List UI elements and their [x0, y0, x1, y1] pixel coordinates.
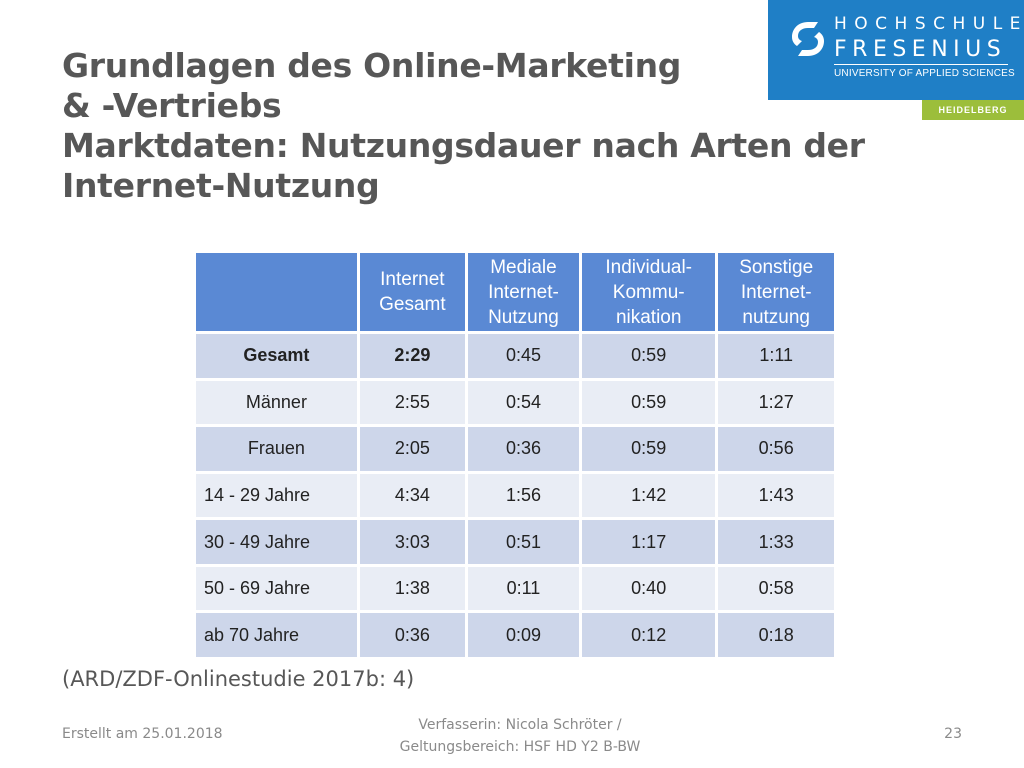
table-row: Frauen 2:05 0:36 0:59 0:56: [196, 427, 834, 471]
logo-hochschule: HOCHSCHULE: [834, 14, 1024, 34]
header-mediale-nutzung: Mediale Internet- Nutzung: [467, 253, 579, 331]
header-sonstige-nutzung: Sonstige Internet- nutzung: [718, 253, 834, 331]
title-line-1: Grundlagen des Online-Marketing: [62, 46, 682, 85]
footer-scope-line: Geltungsbereich: HSF HD Y2 B-BW: [399, 739, 641, 755]
header-text: nutzung: [742, 306, 810, 328]
header-text: Mediale: [490, 256, 557, 278]
row-label: Gesamt: [196, 334, 357, 378]
cell-value: 3:03: [359, 520, 465, 564]
cell-value: 0:59: [582, 334, 716, 378]
cell-value: 0:36: [359, 613, 465, 657]
cell-value: 2:29: [359, 334, 465, 378]
cell-value: 1:56: [467, 473, 579, 518]
cell-value: 1:27: [718, 380, 834, 425]
row-label: Frauen: [196, 427, 357, 471]
header-text: Sonstige: [739, 256, 814, 278]
cell-value: 0:56: [718, 427, 834, 471]
source-citation: (ARD/ZDF-Onlinestudie 2017b: 4): [62, 667, 415, 691]
cell-value: 0:18: [718, 613, 834, 657]
title-line-4: Internet-Nutzung: [62, 166, 380, 205]
header-internet-gesamt: Internet Gesamt: [359, 253, 465, 331]
cell-value: 1:42: [582, 473, 716, 518]
footer-author-line: Verfasserin: Nicola Schröter /: [418, 717, 622, 733]
row-label: 30 - 49 Jahre: [196, 520, 357, 564]
cell-value: 1:38: [359, 566, 465, 611]
row-label: 14 - 29 Jahre: [196, 473, 357, 518]
data-table: Internet Gesamt Mediale Internet- Nutzun…: [193, 250, 837, 660]
cell-value: 0:54: [467, 380, 579, 425]
footer-author: Verfasserin: Nicola Schröter / Geltungsb…: [300, 714, 740, 758]
cell-value: 0:40: [582, 566, 716, 611]
row-label: ab 70 Jahre: [196, 613, 357, 657]
table-header-row: Internet Gesamt Mediale Internet- Nutzun…: [196, 253, 834, 331]
cell-value: 1:43: [718, 473, 834, 518]
cell-value: 0:09: [467, 613, 579, 657]
table-row: 50 - 69 Jahre 1:38 0:11 0:40 0:58: [196, 566, 834, 611]
table-row: ab 70 Jahre 0:36 0:09 0:12 0:18: [196, 613, 834, 657]
header-individualkommunikation: Individual- Kommu- nikation: [582, 253, 716, 331]
cell-value: 0:59: [582, 380, 716, 425]
usage-table: Internet Gesamt Mediale Internet- Nutzun…: [193, 250, 837, 660]
cell-value: 1:11: [718, 334, 834, 378]
row-label: Männer: [196, 380, 357, 425]
header-corner: [196, 253, 357, 331]
header-text: Individual-: [605, 256, 692, 278]
page-number: 23: [944, 726, 962, 742]
cell-value: 0:59: [582, 427, 716, 471]
title-line-2: & -Vertriebs: [62, 86, 282, 125]
logo-fresenius: FRESENIUS: [834, 37, 1007, 62]
cell-value: 0:12: [582, 613, 716, 657]
table-row: 30 - 49 Jahre 3:03 0:51 1:17 1:33: [196, 520, 834, 564]
table-row: 14 - 29 Jahre 4:34 1:56 1:42 1:43: [196, 473, 834, 518]
header-text: Internet: [380, 269, 445, 290]
university-logo: HOCHSCHULE FRESENIUS UNIVERSITY OF APPLI…: [768, 0, 1024, 100]
row-label: 50 - 69 Jahre: [196, 566, 357, 611]
logo-divider: [834, 64, 1008, 65]
footer-created-date: Erstellt am 25.01.2018: [62, 726, 223, 742]
cell-value: 0:36: [467, 427, 579, 471]
cell-value: 0:58: [718, 566, 834, 611]
header-text: nikation: [615, 306, 682, 328]
cell-value: 4:34: [359, 473, 465, 518]
title-line-3: Marktdaten: Nutzungsdauer nach Arten der: [62, 126, 865, 165]
table-row: Männer 2:55 0:54 0:59 1:27: [196, 380, 834, 425]
header-text: Kommu-: [612, 281, 685, 303]
cell-value: 1:33: [718, 520, 834, 564]
slide-title: Grundlagen des Online-Marketing & -Vertr…: [62, 46, 942, 206]
header-text: Gesamt: [379, 294, 446, 315]
cell-value: 0:11: [467, 566, 579, 611]
cell-value: 1:17: [582, 520, 716, 564]
header-text: Internet-: [740, 281, 812, 303]
header-text: Nutzung: [488, 306, 559, 328]
cell-value: 2:55: [359, 380, 465, 425]
cell-value: 0:45: [467, 334, 579, 378]
table-row: Gesamt 2:29 0:45 0:59 1:11: [196, 334, 834, 378]
campus-badge: HEIDELBERG: [922, 100, 1024, 120]
fresenius-logo-icon: [792, 22, 824, 56]
header-text: Internet-: [488, 281, 559, 303]
cell-value: 2:05: [359, 427, 465, 471]
logo-subtitle: UNIVERSITY OF APPLIED SCIENCES: [834, 68, 1015, 79]
cell-value: 0:51: [467, 520, 579, 564]
